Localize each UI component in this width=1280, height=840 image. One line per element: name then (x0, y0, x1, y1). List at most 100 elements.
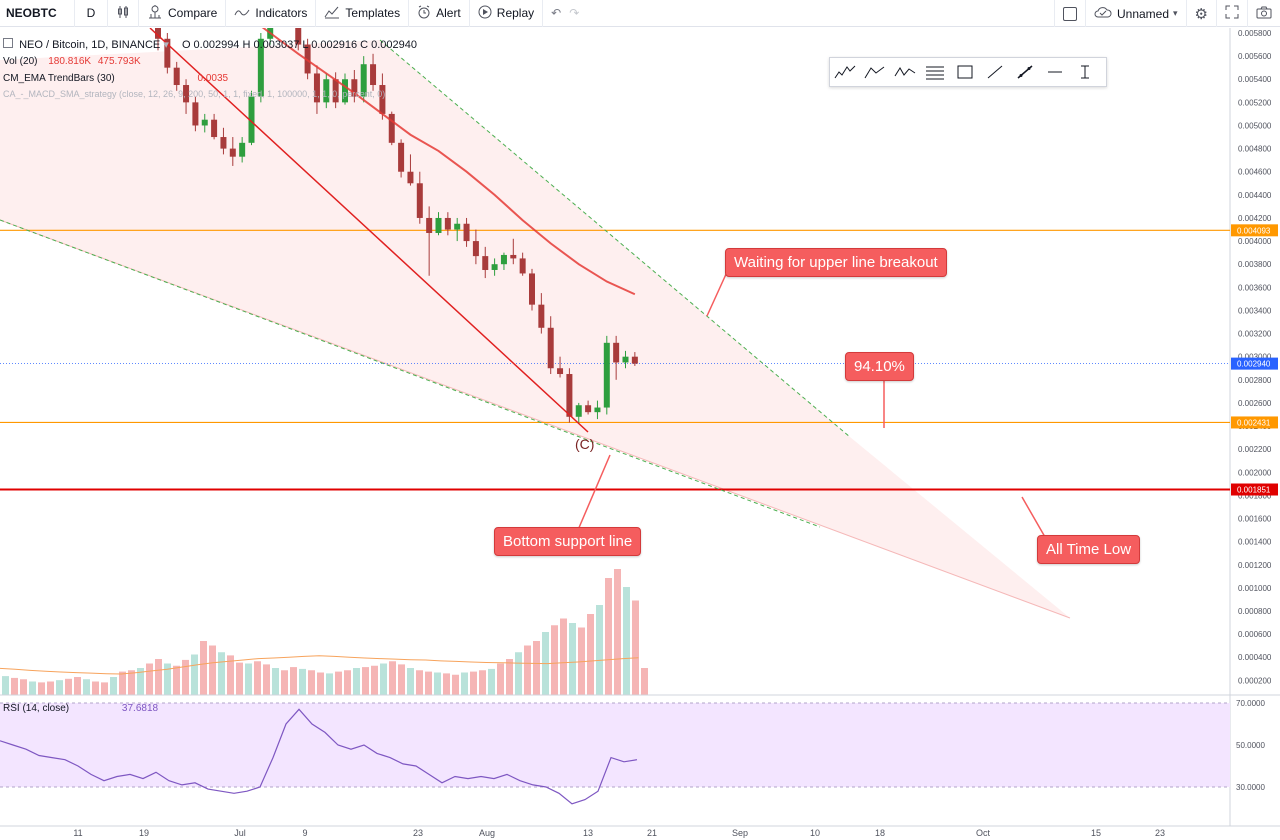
elliott-impulse-button[interactable] (830, 58, 860, 86)
percent-callout[interactable]: 94.10% (845, 352, 914, 381)
top-toolbar: NEOBTC D Compare Indicators Templates Al… (0, 0, 1280, 27)
price-tick: 0.005800 (1238, 29, 1272, 38)
volume-bar (83, 679, 90, 695)
undo-button[interactable]: ↶ (543, 0, 569, 27)
strategy-legend[interactable]: CA_-_MACD_SMA_strategy (close, 12, 26, 9… (3, 89, 385, 99)
candle-body (547, 327, 554, 369)
elliott-correction-button[interactable] (860, 58, 890, 86)
price-tick: 0.003800 (1238, 260, 1272, 269)
volume-bar (11, 677, 18, 695)
candle-body (491, 264, 498, 270)
volume-bar (380, 663, 387, 695)
expand-icon (1225, 5, 1239, 22)
ema-legend[interactable]: CM_EMA TrendBars (30) 0.0035 (3, 73, 228, 84)
volume-bar (533, 641, 540, 695)
rsi-tick: 30.0000 (1236, 783, 1265, 792)
price-tick: 0.004400 (1238, 191, 1272, 200)
vertical-line-button[interactable] (1070, 58, 1100, 86)
collapse-icon[interactable] (3, 38, 13, 48)
compare-button[interactable]: Compare (139, 0, 227, 27)
alert-button[interactable]: Alert (409, 0, 470, 27)
candle-body (229, 148, 236, 157)
volume-bar (443, 673, 450, 695)
indicators-label: Indicators (255, 6, 308, 20)
volume-bar (101, 682, 108, 695)
volume-bar (587, 614, 594, 695)
symbol-title: NEO / Bitcoin, 1D, BINANCE (19, 39, 161, 51)
time-tick: Oct (976, 828, 991, 838)
price-tag-bg (1231, 483, 1278, 496)
rsi-pane[interactable]: 70.0000 50.0000 30.0000 (0, 694, 1280, 805)
maximize-button[interactable] (1216, 0, 1247, 27)
lines-icon (926, 66, 944, 80)
rectangle-button[interactable] (950, 58, 980, 86)
support-pointer (577, 454, 611, 531)
symbol-search-button[interactable]: NEOBTC (0, 0, 75, 27)
volume-bar (551, 625, 558, 695)
volume-bar (272, 668, 279, 695)
volume-bar (47, 681, 54, 695)
chart-type-button[interactable] (108, 0, 139, 27)
candle-body (201, 119, 208, 126)
price-chart[interactable]: 0.005800 0.005600 0.005400 0.005200 0.005000… (0, 27, 1280, 840)
candle-body (538, 304, 545, 328)
candle-body (594, 407, 601, 413)
horizontal-lines-button[interactable] (920, 58, 950, 86)
ema-path (261, 28, 636, 296)
time-axis[interactable]: 11 19 Jul 9 23 Aug 13 21 Sep 10 18 Oct 15 23 (0, 825, 1280, 838)
price-tick: 0.004600 (1238, 168, 1272, 177)
trend-line-icon (987, 65, 1003, 79)
volume-bar (632, 600, 639, 695)
legend-chevron-icon[interactable]: ▾ (163, 39, 169, 51)
fullscreen-toggle-button[interactable] (1053, 0, 1085, 27)
candle-body (360, 64, 367, 97)
price-axis-labels: 0.005800 0.005600 0.005400 0.005200 0.005000… (1238, 29, 1272, 685)
settings-button[interactable]: ⚙ (1185, 0, 1216, 27)
breakout-callout[interactable]: Waiting for upper line breakout (725, 248, 947, 277)
trend-line-button[interactable] (980, 58, 1010, 86)
volume-bar (110, 677, 117, 695)
elliott-triangle-button[interactable] (890, 58, 920, 86)
vertical-line-icon (1081, 65, 1089, 79)
candle-body (342, 79, 348, 103)
alarm-clock-icon (417, 5, 431, 22)
chevron-down-icon: ▾ (1173, 8, 1178, 18)
replay-button[interactable]: Replay (470, 0, 544, 27)
indicators-button[interactable]: Indicators (226, 0, 317, 27)
volume-bar (254, 661, 261, 695)
redo-button[interactable]: ↷ (569, 0, 587, 27)
ray-button[interactable] (1010, 58, 1040, 86)
volume-legend[interactable]: Vol (20) 180.816K 475.793K (3, 56, 141, 67)
layout-save-button[interactable]: Unnamed ▾ (1084, 0, 1186, 27)
candle-body (351, 79, 358, 97)
price-tick: 0.005000 (1238, 121, 1272, 130)
price-tick: 0.004000 (1238, 237, 1272, 246)
volume-bar (425, 671, 432, 695)
candle-body (220, 137, 227, 149)
interval-button[interactable]: D (75, 0, 108, 27)
indicators-icon (234, 6, 250, 21)
time-tick: 21 (647, 828, 657, 838)
horizontal-ray-button[interactable] (1040, 58, 1070, 86)
volume-bar (317, 672, 324, 695)
price-tag-text: 0.004093 (1237, 226, 1271, 235)
price-tick: 0.003000 (1238, 353, 1272, 362)
volume-bar (461, 672, 468, 695)
rsi-legend[interactable]: RSI (14, close) 37.6818 (3, 703, 158, 714)
time-tick: 9 (302, 828, 307, 838)
main-legend[interactable]: NEO / Bitcoin, 1D, BINANCE ▾ O 0.002994 … (3, 38, 417, 51)
atl-callout[interactable]: All Time Low (1037, 535, 1141, 564)
volume-bar (209, 645, 216, 695)
volume-bar (146, 663, 153, 695)
support-callout[interactable]: Bottom support line (494, 527, 642, 556)
square-icon (1062, 6, 1077, 21)
candle-body (173, 67, 180, 86)
volume-bar (155, 659, 162, 695)
snapshot-button[interactable] (1247, 0, 1280, 27)
volume-bar (641, 668, 648, 695)
price-tick: 0.005600 (1238, 52, 1272, 61)
price-axis-panel[interactable] (1229, 28, 1280, 840)
templates-button[interactable]: Templates (316, 0, 410, 27)
time-tick: 23 (1155, 828, 1165, 838)
volume-ma-line (0, 655, 639, 675)
